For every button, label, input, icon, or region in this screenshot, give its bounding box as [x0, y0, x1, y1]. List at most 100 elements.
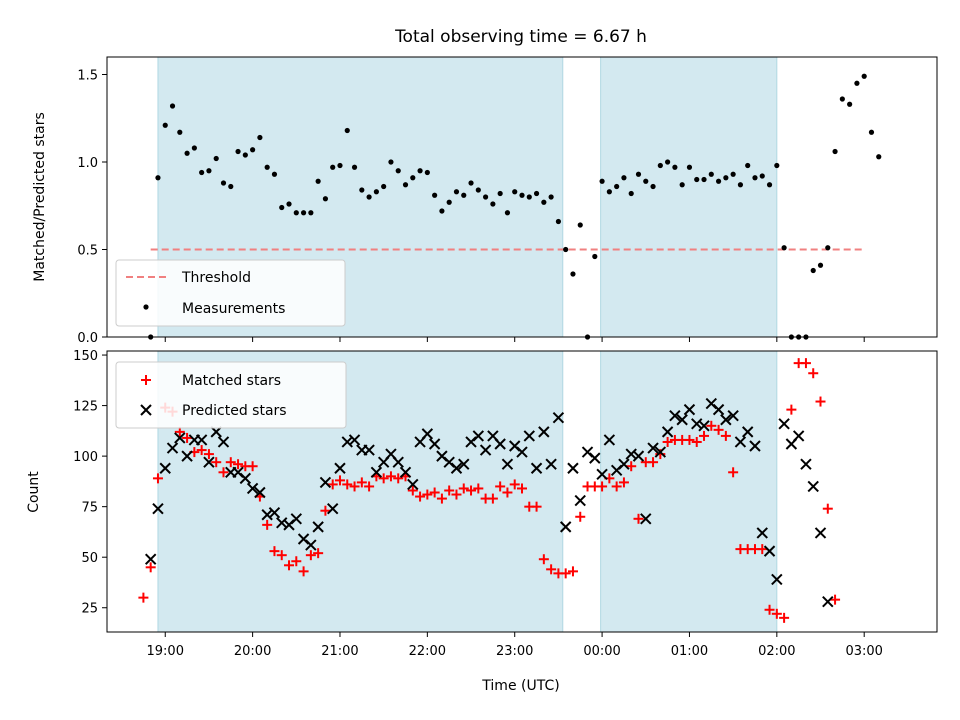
predicted-stars-point	[647, 442, 659, 454]
matched-stars-point	[502, 487, 513, 498]
matched-stars-point	[138, 592, 149, 603]
measurement-point	[235, 148, 241, 155]
bottom-axes-frame	[106, 350, 938, 633]
measurement-point	[330, 164, 336, 170]
chart-title: Total observing time = 6.67 h	[394, 27, 647, 47]
x-tick-label: 21:00	[321, 644, 358, 659]
measurement-point	[177, 129, 183, 135]
measurement-point	[293, 210, 299, 216]
matched-stars-point	[444, 485, 455, 496]
measurement-point	[322, 196, 329, 202]
predicted-stars-point	[254, 486, 266, 499]
matched-stars-point	[313, 548, 324, 559]
matched-stars-point	[364, 481, 375, 492]
matched-stars-point	[815, 396, 826, 407]
matched-stars-point	[349, 481, 360, 492]
matched-stars-point	[611, 481, 622, 492]
measurement-point	[388, 159, 394, 165]
matched-stars-point	[203, 449, 214, 460]
measurement-point	[199, 169, 205, 176]
predicted-stars-point	[407, 478, 419, 491]
matched-stars-point	[808, 368, 819, 379]
predicted-stars-point	[392, 456, 404, 468]
predicted-stars-point	[181, 450, 193, 462]
predicted-stars-point	[618, 458, 630, 470]
matched-stars-point	[487, 493, 498, 504]
measurement-point	[366, 194, 372, 200]
measurement-point	[810, 267, 816, 274]
measurement-point	[279, 204, 285, 211]
measurement-point	[774, 162, 780, 169]
predicted-stars-point	[574, 494, 586, 507]
matched-stars-point	[531, 501, 542, 512]
predicted-stars-point	[596, 468, 608, 481]
measurement-point	[723, 175, 729, 181]
measurement-point	[155, 175, 161, 181]
measurement-point	[672, 164, 678, 170]
matched-stars-point	[699, 430, 710, 441]
measurement-point	[264, 164, 270, 170]
predicted-stars-point	[326, 502, 339, 515]
measurement-point	[847, 101, 853, 107]
measurement-point	[606, 189, 612, 195]
x-tick-label: 02:00	[758, 644, 795, 659]
matched-stars-point	[378, 473, 389, 484]
legend-measurements-label: Measurements	[182, 301, 285, 317]
predicted-stars-point	[807, 480, 819, 493]
predicted-stars-point	[166, 442, 179, 454]
matched-stars-point	[728, 467, 739, 478]
measurement-point	[665, 159, 671, 165]
predicted-stars-point	[552, 412, 565, 424]
measurement-point	[832, 148, 838, 155]
measurement-point	[359, 187, 365, 193]
predicted-stars-point	[792, 430, 805, 442]
measurement-point	[402, 182, 409, 188]
predicted-stars-point	[399, 466, 412, 479]
predicted-stars-point	[203, 456, 215, 468]
top-panel: 0.0 0.5 1.0 1.5 Matched/Predicted stars Thr…	[32, 56, 938, 346]
predicted-stars-point	[479, 444, 492, 456]
measurement-point	[446, 199, 452, 205]
measurement-point	[541, 199, 547, 205]
measurement-point	[745, 162, 751, 169]
matched-stars-point	[407, 485, 418, 496]
bottom-y-tick-label: 75	[81, 501, 98, 516]
predicted-stars-point	[370, 466, 383, 479]
matched-stars-point	[509, 479, 520, 490]
matched-stars-point	[786, 404, 797, 415]
matched-stars-point	[720, 430, 731, 441]
matched-stars-point	[473, 483, 484, 494]
measurement-point	[519, 192, 525, 198]
measurement-point	[300, 210, 307, 216]
predicted-stars-point	[712, 403, 725, 416]
predicted-stars-point	[305, 539, 317, 551]
measurement-point	[555, 218, 562, 225]
matched-stars-point	[393, 473, 404, 484]
predicted-stars-point	[290, 513, 303, 525]
measurement-point	[614, 183, 620, 190]
predicted-stars-point	[494, 438, 506, 450]
predicted-stars-point	[741, 426, 754, 438]
measurement-point	[344, 127, 350, 134]
measurement-point	[876, 154, 882, 160]
matched-stars-point	[597, 481, 608, 492]
measurement-point	[250, 147, 256, 153]
measurement-point	[504, 210, 511, 216]
matched-stars-point	[684, 434, 695, 445]
predicted-stars-point	[756, 527, 768, 539]
matched-stars-point	[830, 594, 841, 605]
top-axes-frame	[106, 56, 938, 338]
measurement-point	[220, 180, 227, 186]
predicted-stars-point	[501, 458, 514, 470]
measurement-point	[621, 175, 627, 181]
predicted-stars-point	[800, 458, 812, 470]
measurement-point	[162, 122, 168, 128]
bottom-panel: 25 50 75 100 125 150 19:00 20:00 21:00 22:00 23:0…	[26, 349, 938, 694]
top-y-axis-label: Matched/Predicted stars	[32, 112, 48, 282]
matched-stars-point	[546, 564, 557, 575]
matched-stars-point	[626, 461, 637, 472]
measurement-point	[395, 168, 401, 174]
x-tick-label: 20:00	[234, 644, 271, 659]
predicted-stars-point	[661, 426, 674, 438]
predicted-stars-point	[727, 409, 739, 422]
